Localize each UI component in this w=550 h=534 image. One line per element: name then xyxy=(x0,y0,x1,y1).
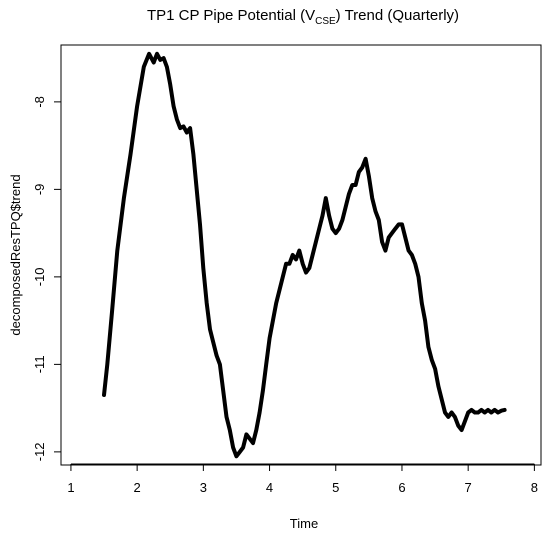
chart-title-suffix: ) Trend (Quarterly) xyxy=(336,7,459,24)
x-axis-label: Time xyxy=(290,516,318,531)
y-axis-label: decomposedResTPQ$trend xyxy=(8,174,23,335)
chart-title-subscript: CSE xyxy=(315,16,336,27)
chart-title-main: TP1 CP Pipe Potential (V xyxy=(147,7,315,24)
x-ticks: 1 2 3 4 5 6 7 8 xyxy=(67,464,538,495)
x-tick-label: 5 xyxy=(332,480,339,495)
y-tick-label: -11 xyxy=(32,355,47,373)
y-tick-label: -9 xyxy=(32,184,47,196)
x-tick-label: 1 xyxy=(67,480,74,495)
y-tick-label: -8 xyxy=(32,96,47,108)
x-tick-label: 4 xyxy=(266,480,273,495)
x-tick-label: 6 xyxy=(398,480,405,495)
y-ticks: -12 -11 -10 -9 -8 xyxy=(32,96,61,461)
x-tick-label: 3 xyxy=(200,480,207,495)
x-tick-label: 8 xyxy=(531,480,538,495)
y-tick-label: -10 xyxy=(32,267,47,286)
chart-title: TP1 CP Pipe Potential (VCSE) Trend (Quar… xyxy=(147,7,459,27)
y-tick-label: -12 xyxy=(32,442,47,461)
x-tick-label: 2 xyxy=(134,480,141,495)
x-tick-label: 7 xyxy=(465,480,472,495)
series-line xyxy=(102,51,507,459)
